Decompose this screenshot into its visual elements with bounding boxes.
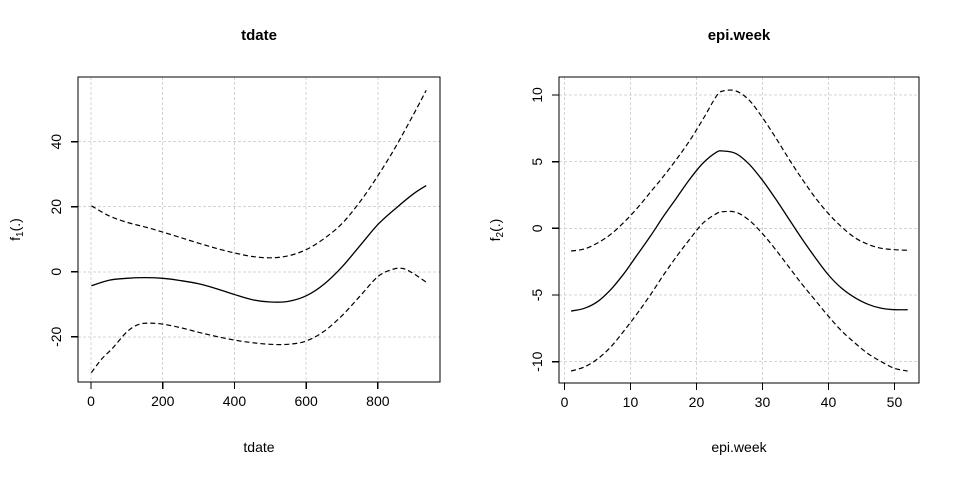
- x-tick-label: 400: [223, 393, 247, 409]
- upper-ci-curve: [571, 89, 908, 252]
- y-tick-label: 40: [48, 134, 64, 150]
- y-tick-label: 0: [48, 268, 64, 276]
- x-tick-label: 200: [151, 393, 175, 409]
- y-tick-label: -10: [529, 351, 545, 371]
- lower-ci-curve: [570, 210, 908, 372]
- upper-ci-curve: [91, 90, 427, 259]
- x-tick-label: 50: [887, 394, 903, 410]
- x-axis-label: epi.week: [711, 439, 767, 455]
- panel-tdate: 0 200 400 600 800 -20 0 20 40 tdate tdate f1(.): [7, 27, 441, 455]
- y-tick-label: 0: [529, 224, 545, 232]
- fit-curve: [570, 150, 908, 312]
- x-tick-label: 20: [689, 394, 705, 410]
- x-tick-label: 30: [755, 394, 771, 410]
- fit-curve: [91, 185, 427, 303]
- x-tick-label: 0: [87, 393, 95, 409]
- y-tick-label: -5: [529, 289, 545, 302]
- y-tick-label: 10: [529, 87, 545, 103]
- plot-box: [558, 76, 920, 384]
- panel-epi-week: 0 10 20 30 40 50 -10 -5 0 5 10 epi.week epi.week f2(.…: [487, 27, 920, 455]
- x-tick-label: 10: [623, 394, 639, 410]
- y-tick-label: 20: [48, 199, 64, 215]
- y-axis-label: f2(.): [487, 219, 506, 242]
- panel-title: epi.week: [708, 27, 771, 44]
- x-axis-label: tdate: [243, 439, 274, 455]
- x-tick-label: 0: [561, 394, 569, 410]
- lower-ci-curve: [90, 267, 427, 373]
- y-tick-label: 5: [529, 158, 545, 166]
- x-tick-label: 40: [821, 394, 837, 410]
- x-tick-label: 600: [294, 393, 318, 409]
- plot-box: [77, 76, 441, 383]
- y-tick-label: -20: [48, 326, 64, 346]
- y-axis-label: f1(.): [7, 218, 26, 241]
- x-tick-label: 800: [366, 393, 390, 409]
- panel-title: tdate: [241, 27, 277, 44]
